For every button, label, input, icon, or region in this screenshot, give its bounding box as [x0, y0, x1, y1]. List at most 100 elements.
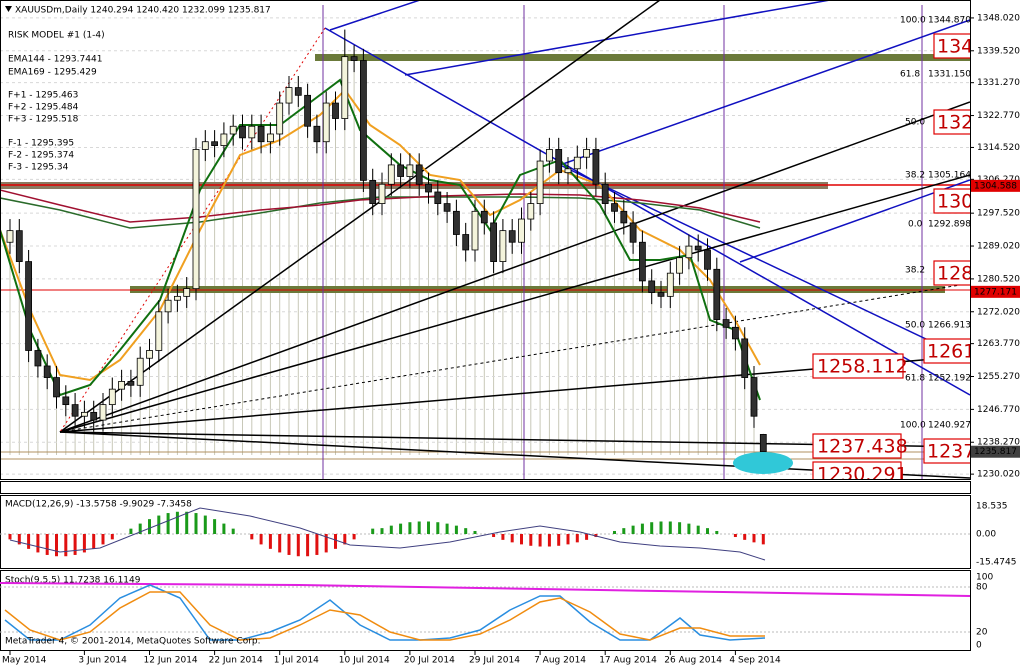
- candle-body: [220, 133, 228, 146]
- candle-body: [99, 404, 107, 421]
- candle-body: [564, 168, 572, 174]
- zigzag-line: [59, 27, 326, 433]
- candle-body: [499, 230, 507, 262]
- candle-body: [127, 381, 135, 386]
- macd-bar: [640, 523, 644, 534]
- value-box: [812, 461, 902, 479]
- value-box-label: 1230.291: [817, 464, 908, 486]
- fibo-level: 61.8: [900, 70, 920, 80]
- candle-body: [480, 210, 488, 224]
- info-line: EMA169 - 1295.429: [8, 68, 97, 78]
- candle-body: [425, 183, 432, 193]
- fan-line: [59, 101, 970, 433]
- price-tag-label: 1277.171: [974, 287, 1017, 297]
- candle-body: [304, 94, 312, 127]
- fibo-level: 50.0: [905, 118, 925, 128]
- candle-body: [229, 125, 237, 135]
- info-line: F+2 - 1295.484: [8, 103, 79, 113]
- candle-body: [555, 149, 563, 174]
- price-axis: 1348.020 1339.520 1331.270 1322.770 1314.520…: [970, 13, 1020, 480]
- macd-bar: [73, 534, 77, 555]
- macd-bar: [343, 534, 347, 545]
- candle-body: [90, 411, 98, 421]
- candle-body: [462, 234, 470, 251]
- stoch-tick: 20: [976, 628, 988, 638]
- candle-body: [192, 149, 200, 290]
- candle-body: [573, 156, 581, 170]
- macd-bar: [185, 511, 189, 534]
- macd-bar: [427, 521, 430, 534]
- fibo-price: 1240.927: [928, 421, 971, 431]
- candle-body: [369, 179, 377, 204]
- macd-bar: [101, 534, 105, 545]
- candle-body: [146, 350, 153, 359]
- candle-body: [15, 230, 23, 262]
- macd-bar: [148, 519, 151, 534]
- fibo-level: 50.0: [905, 321, 925, 331]
- candle-body: [583, 149, 590, 158]
- macd-bar: [631, 525, 635, 534]
- candle-body: [415, 164, 423, 185]
- macd-bar: [464, 528, 468, 534]
- macd-bar: [371, 528, 375, 534]
- macd-bar: [175, 511, 179, 534]
- macd-bar: [250, 534, 254, 540]
- fibo-level: 38.2: [905, 171, 925, 181]
- stoch-tick: 100: [976, 573, 993, 583]
- trend-line: [329, 1, 420, 31]
- info-line: F-3 - 1295.34: [8, 163, 69, 173]
- macd-bar: [203, 515, 207, 534]
- macd-bar: [8, 534, 12, 540]
- candle-body: [201, 141, 209, 150]
- macd-bar: [547, 534, 551, 547]
- candle-body: [518, 218, 525, 243]
- info-line: EMA144 - 1293.7441: [8, 55, 102, 65]
- edge-box: [933, 109, 970, 135]
- y-tick-label: 1272.020: [977, 307, 1020, 317]
- price-tag: [971, 445, 1020, 458]
- macd-bar: [473, 530, 477, 534]
- fibo-price: 1344.870: [928, 16, 971, 26]
- price-tag-label: 1235.817: [974, 447, 1017, 457]
- candle-body: [266, 133, 274, 143]
- candle-body: [183, 288, 191, 297]
- chart-title: XAUUSDm,Daily 1240.294 1240.420 1232.099…: [15, 6, 271, 16]
- y-tick-label: 1246.770: [977, 405, 1020, 415]
- candle-body: [471, 210, 479, 251]
- edge-box: [923, 338, 970, 364]
- candle-body: [313, 125, 321, 143]
- candle-body: [722, 319, 730, 328]
- fibo-price: 1305.164: [928, 171, 971, 181]
- macd-bar: [622, 528, 626, 534]
- candle-body: [508, 230, 516, 243]
- macd-bar: [194, 513, 198, 534]
- macd-bar: [45, 534, 49, 555]
- y-tick-label: 1263.770: [977, 339, 1020, 349]
- macd-bar: [417, 521, 421, 534]
- macd-tick: 18.535: [976, 502, 1008, 512]
- candle-body: [406, 164, 414, 177]
- macd-bar: [213, 519, 217, 534]
- candle-body: [25, 261, 33, 351]
- candle-body: [378, 183, 386, 204]
- candle-body: [685, 245, 693, 259]
- macd-bar: [445, 523, 449, 534]
- candle-body: [34, 350, 42, 367]
- candle-body: [118, 381, 125, 390]
- candles: [6, 29, 767, 467]
- fibo-price: 1252.192: [928, 374, 971, 384]
- stoch-line: [0, 582, 971, 597]
- macd-bar: [55, 534, 58, 557]
- candle-body: [62, 396, 70, 406]
- x-tick-label: 29 Jul 2014: [469, 656, 520, 666]
- macd-bar: [324, 534, 328, 553]
- x-tick-label: 1 Jul 2014: [274, 656, 319, 666]
- macd-bar: [27, 534, 31, 549]
- x-tick-label: 26 Aug 2014: [664, 656, 722, 666]
- candle-body: [490, 222, 498, 262]
- macd-bar: [668, 521, 672, 534]
- macd-bar: [166, 513, 170, 534]
- candle-body: [620, 210, 628, 224]
- candle-body: [397, 164, 405, 177]
